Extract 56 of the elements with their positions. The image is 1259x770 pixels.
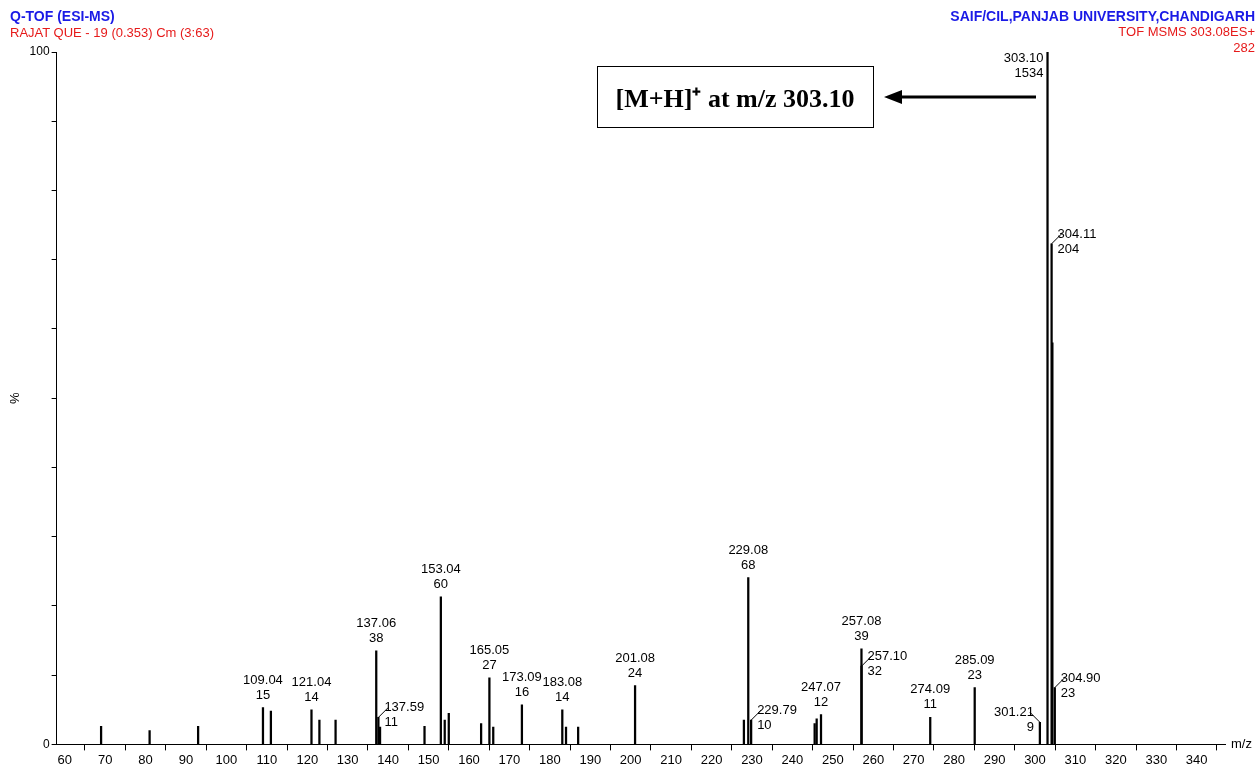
x-tick-label: 60 <box>57 751 72 767</box>
annotation: 153.04 60 <box>420 561 461 591</box>
y-axis-title: % <box>7 391 23 404</box>
x-tick-label: 150 <box>417 751 440 767</box>
annotation: 257.10 32 <box>867 648 908 679</box>
x-tick-label: 220 <box>700 751 723 767</box>
x-tick-label: 250 <box>821 751 844 767</box>
x-tick-label: 160 <box>458 751 480 767</box>
annotation: 304.11 204 <box>1057 225 1097 256</box>
x-tick-label: 90 <box>178 751 194 767</box>
x-tick-label: 120 <box>296 751 319 767</box>
x-tick-label: 80 <box>138 751 153 767</box>
x-tick-label: 190 <box>579 751 602 767</box>
annotation: 137.06 38 <box>356 615 397 645</box>
x-tick-label: 290 <box>983 751 1006 767</box>
x-tick-label: 200 <box>619 751 642 767</box>
text: TOF MSMS 303.08ES+ <box>1117 24 1255 40</box>
annotation: 301.21 9 <box>994 704 1034 735</box>
annotation: 303.10 1534 <box>1003 50 1044 81</box>
x-tick-label: 240 <box>781 751 804 767</box>
x-tick-label: 100 <box>215 751 238 767</box>
x-tick-label: 170 <box>498 751 521 767</box>
annotation: [M+H]⁺ at m/z 303.10 <box>596 66 874 128</box>
annotation: 121.04 14 <box>291 673 332 704</box>
text: 282 <box>1233 40 1255 55</box>
annotation: 201.08 24 <box>615 649 655 680</box>
chart-subtitle: RAJAT QUE - 19 (0.353) Cm (3:63) <box>10 25 214 40</box>
y-tick-label: 0 <box>42 736 50 751</box>
annotation: 229.79 10 <box>757 702 797 733</box>
x-axis-title: m/z <box>1231 735 1252 751</box>
x-tick-label: 340 <box>1185 751 1208 767</box>
x-tick-label: 260 <box>862 751 885 767</box>
x-tick-label: 180 <box>539 751 561 767</box>
x-tick-label: 310 <box>1064 751 1087 767</box>
annotation: 137.59 11 <box>384 699 425 730</box>
x-tick-label: 140 <box>377 751 399 767</box>
annotation: 285.09 23 <box>954 651 995 682</box>
annotation: 247.07 12 <box>801 678 841 709</box>
x-tick-label: 300 <box>1024 751 1046 767</box>
chart-title: Q-TOF (ESI-MS) <box>10 8 115 24</box>
annotation: 183.08 14 <box>542 673 583 704</box>
annotation: 304.90 23 <box>1060 669 1101 700</box>
annotation: 257.08 39 <box>841 612 882 643</box>
x-tick-label: 320 <box>1104 751 1127 767</box>
x-tick-label: 110 <box>256 751 278 767</box>
x-tick-label: 330 <box>1145 751 1168 767</box>
text: SAIF/CIL,PANJAB UNIVERSITY,CHANDIGARH <box>950 8 1255 24</box>
x-tick-label: 230 <box>741 751 763 767</box>
x-tick-label: 130 <box>336 751 359 767</box>
x-tick-label: 210 <box>660 751 682 767</box>
annotation: 274.09 11 <box>910 681 951 712</box>
x-tick-label: 70 <box>97 751 113 767</box>
x-tick-label: 270 <box>902 751 925 767</box>
annotation: 229.08 68 <box>728 541 769 572</box>
annotation: 109.04 15 <box>243 671 283 702</box>
x-tick-label: 280 <box>943 751 965 767</box>
